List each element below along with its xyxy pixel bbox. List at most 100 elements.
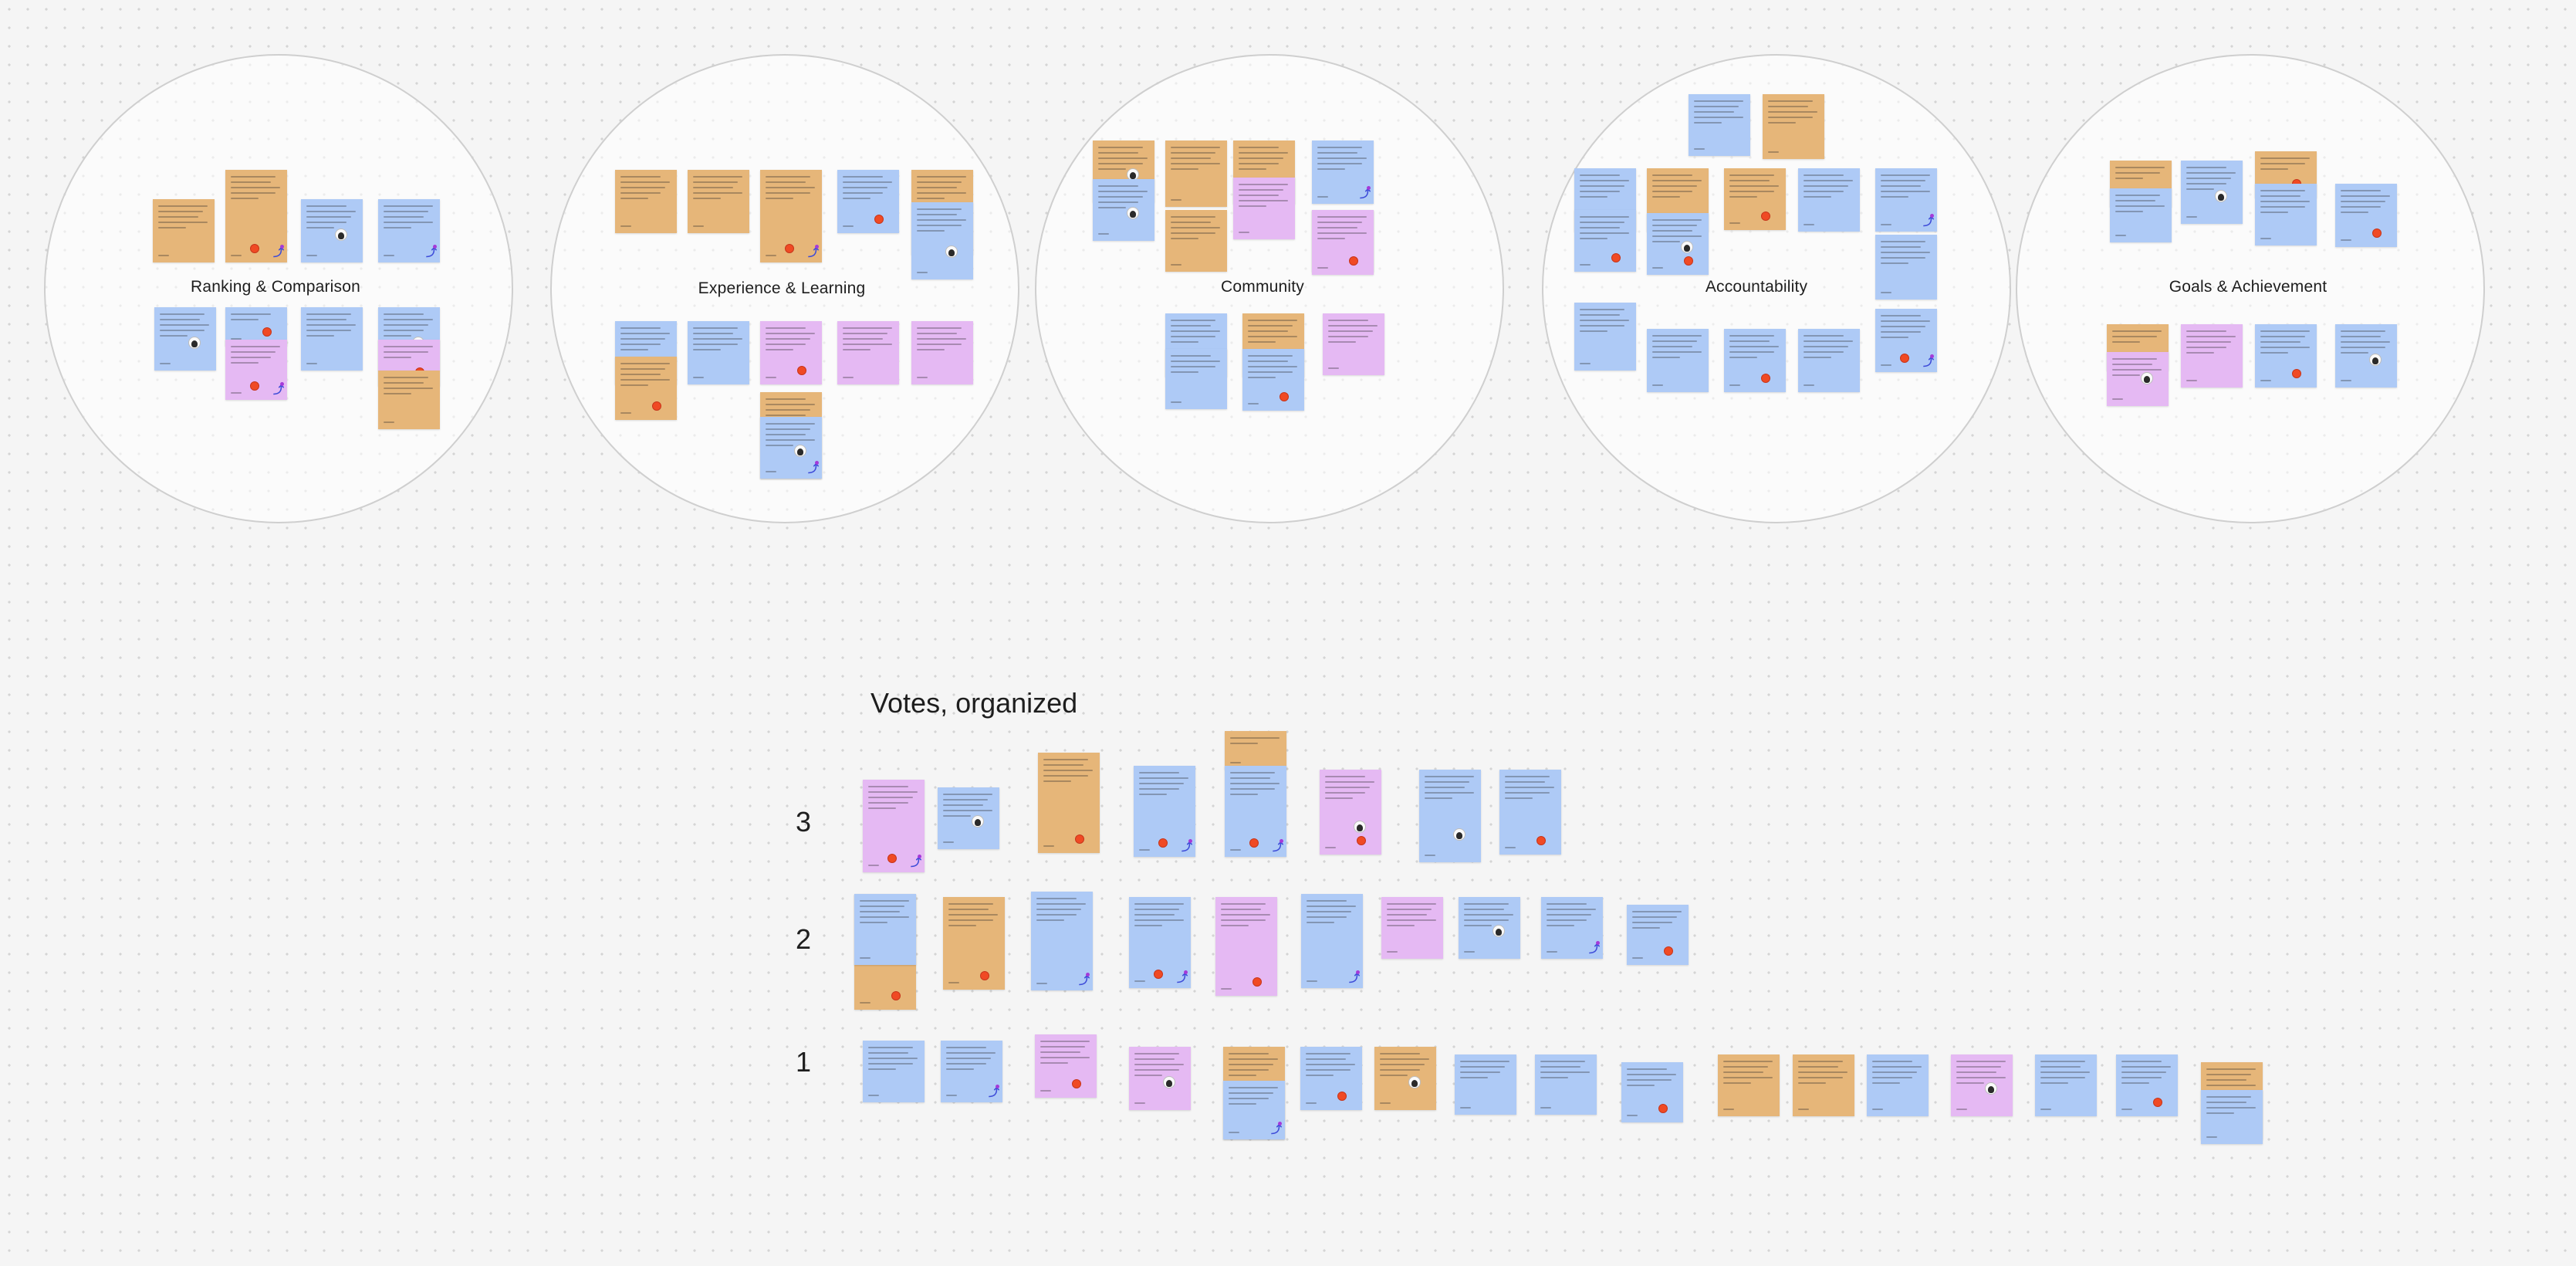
sticky-note[interactable]: ⤴ bbox=[1301, 894, 1363, 988]
sticky-note[interactable] bbox=[2255, 184, 2317, 245]
sticky-note[interactable] bbox=[1763, 94, 1824, 159]
sticky-note[interactable]: ⤴ bbox=[941, 1041, 1002, 1102]
sticky-note[interactable] bbox=[1233, 178, 1295, 239]
sticky-note[interactable]: ⤴ bbox=[1134, 766, 1195, 857]
sticky-note[interactable] bbox=[837, 321, 899, 384]
sticky-note[interactable] bbox=[2201, 1090, 2263, 1144]
sticky-note[interactable] bbox=[1535, 1054, 1597, 1115]
sticky-note[interactable] bbox=[225, 307, 287, 346]
sticky-note[interactable] bbox=[153, 199, 215, 262]
sticky-note[interactable] bbox=[1724, 329, 1786, 392]
reaction-icon[interactable]: ⤴ bbox=[1177, 970, 1188, 984]
sticky-note[interactable]: ⤴ bbox=[863, 780, 925, 872]
sticky-note[interactable] bbox=[1374, 1047, 1436, 1110]
reaction-icon[interactable]: ⤴ bbox=[1349, 970, 1360, 984]
sticky-note[interactable] bbox=[1875, 235, 1937, 300]
sticky-note[interactable]: ⤴ bbox=[1541, 897, 1603, 959]
sticky-note[interactable] bbox=[1312, 210, 1374, 275]
sticky-note[interactable] bbox=[1035, 1034, 1097, 1098]
sticky-note[interactable] bbox=[1459, 897, 1520, 959]
sticky-note[interactable] bbox=[1165, 349, 1227, 409]
sticky-note[interactable] bbox=[1647, 329, 1709, 392]
sticky-note[interactable] bbox=[1225, 731, 1286, 770]
sticky-note[interactable]: ⤴ bbox=[1875, 168, 1937, 232]
sticky-note[interactable]: ⤴ bbox=[760, 417, 822, 479]
reaction-icon[interactable]: ⤴ bbox=[1079, 973, 1090, 987]
sticky-note[interactable] bbox=[1798, 168, 1860, 232]
sticky-note[interactable] bbox=[1129, 1047, 1191, 1110]
reaction-icon[interactable]: ⤴ bbox=[808, 245, 819, 259]
reaction-icon[interactable]: ⤴ bbox=[426, 245, 437, 259]
sticky-note[interactable] bbox=[1689, 94, 1750, 156]
sticky-note[interactable] bbox=[2181, 324, 2243, 388]
sticky-note[interactable] bbox=[1793, 1054, 1854, 1116]
sticky-note[interactable] bbox=[837, 170, 899, 233]
sticky-note[interactable] bbox=[1165, 210, 1227, 272]
sticky-note[interactable]: ⤴ bbox=[225, 170, 287, 262]
sticky-note[interactable] bbox=[1647, 213, 1709, 275]
sticky-note[interactable] bbox=[301, 199, 363, 262]
sticky-note[interactable] bbox=[2335, 324, 2397, 388]
sticky-note[interactable]: ⤴ bbox=[1225, 766, 1286, 857]
sticky-note[interactable] bbox=[760, 321, 822, 384]
sticky-note[interactable] bbox=[1093, 179, 1154, 241]
sticky-note[interactable] bbox=[1215, 897, 1277, 996]
sticky-note[interactable] bbox=[1627, 905, 1689, 965]
sticky-note[interactable] bbox=[1165, 140, 1227, 207]
sticky-note[interactable] bbox=[943, 897, 1005, 990]
reaction-icon[interactable]: ⤴ bbox=[1182, 839, 1192, 853]
sticky-note[interactable] bbox=[2181, 161, 2243, 224]
sticky-note[interactable] bbox=[2110, 188, 2172, 242]
sticky-note[interactable] bbox=[1323, 313, 1384, 375]
sticky-note[interactable] bbox=[1724, 168, 1786, 230]
sticky-note[interactable] bbox=[938, 787, 999, 849]
sticky-note[interactable] bbox=[1621, 1062, 1683, 1122]
sticky-note[interactable] bbox=[2116, 1054, 2178, 1116]
reaction-icon[interactable]: ⤴ bbox=[273, 382, 284, 396]
sticky-note[interactable] bbox=[2255, 324, 2317, 388]
sticky-note[interactable] bbox=[863, 1041, 925, 1102]
sticky-note[interactable] bbox=[1381, 897, 1443, 959]
sticky-note[interactable] bbox=[2335, 184, 2397, 247]
reaction-icon[interactable]: ⤴ bbox=[1360, 186, 1371, 200]
reaction-icon[interactable]: ⤴ bbox=[989, 1085, 999, 1098]
reaction-icon[interactable]: ⤴ bbox=[1923, 354, 1934, 368]
sticky-note[interactable] bbox=[1574, 210, 1636, 272]
sticky-note[interactable]: ⤴ bbox=[1875, 309, 1937, 372]
sticky-note[interactable]: ⤴ bbox=[1223, 1081, 1285, 1139]
sticky-note[interactable] bbox=[1574, 303, 1636, 371]
sticky-note[interactable] bbox=[1867, 1054, 1929, 1116]
sticky-note[interactable] bbox=[1038, 753, 1100, 853]
sticky-note[interactable] bbox=[688, 321, 749, 384]
sticky-note[interactable] bbox=[615, 170, 677, 233]
sticky-note[interactable]: ⤴ bbox=[760, 170, 822, 262]
sticky-note[interactable] bbox=[1455, 1054, 1516, 1115]
sticky-note[interactable]: ⤴ bbox=[378, 199, 440, 262]
reaction-icon[interactable]: ⤴ bbox=[808, 461, 819, 475]
sticky-note[interactable] bbox=[378, 371, 440, 429]
sticky-note[interactable]: ⤴ bbox=[225, 340, 287, 400]
sticky-note[interactable]: ⤴ bbox=[1129, 897, 1191, 988]
sticky-note[interactable] bbox=[1242, 349, 1304, 411]
sticky-note[interactable] bbox=[615, 357, 677, 420]
reaction-icon[interactable]: ⤴ bbox=[1273, 839, 1283, 853]
reaction-icon[interactable]: ⤴ bbox=[1271, 1122, 1282, 1136]
sticky-note[interactable] bbox=[1951, 1054, 2013, 1116]
reaction-icon[interactable]: ⤴ bbox=[911, 855, 921, 868]
sticky-note[interactable]: ⤴ bbox=[1031, 892, 1093, 990]
sticky-note[interactable] bbox=[1718, 1054, 1780, 1116]
sticky-note[interactable] bbox=[301, 307, 363, 371]
sticky-note[interactable] bbox=[854, 894, 916, 965]
sticky-note[interactable] bbox=[1419, 770, 1481, 862]
sticky-note[interactable] bbox=[1499, 770, 1561, 855]
reaction-icon[interactable]: ⤴ bbox=[1923, 214, 1934, 228]
sticky-note[interactable] bbox=[911, 202, 973, 279]
sticky-note[interactable] bbox=[688, 170, 749, 233]
sticky-note[interactable] bbox=[154, 307, 216, 371]
reaction-icon[interactable]: ⤴ bbox=[1589, 941, 1600, 955]
reaction-icon[interactable]: ⤴ bbox=[273, 245, 284, 259]
sticky-note[interactable] bbox=[1320, 770, 1381, 855]
sticky-note[interactable] bbox=[1300, 1047, 1362, 1110]
sticky-note[interactable] bbox=[2035, 1054, 2097, 1116]
